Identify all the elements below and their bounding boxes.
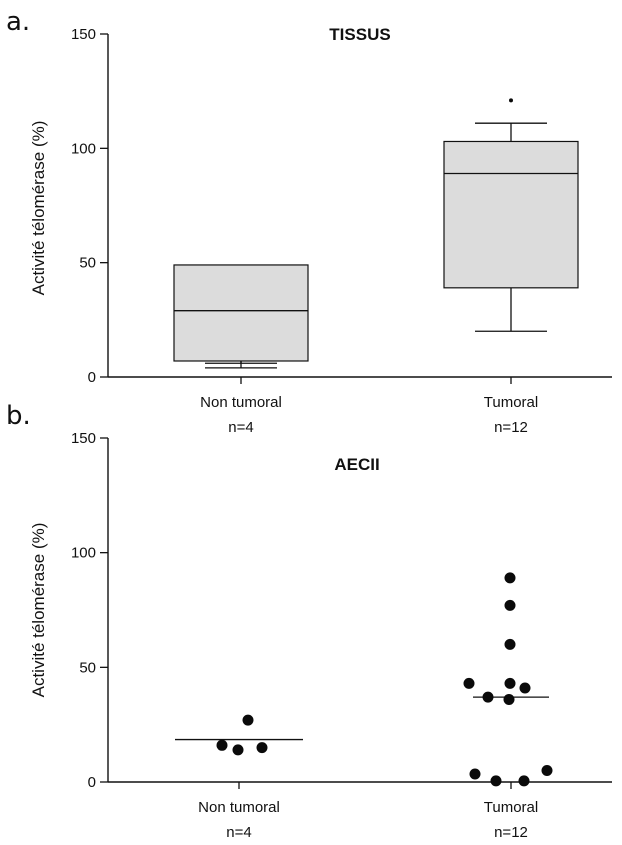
data-point xyxy=(519,682,531,694)
data-point xyxy=(541,765,553,777)
box-outlier-marker xyxy=(509,98,513,103)
data-point xyxy=(503,693,515,705)
panel-a-box-plot: a. TISSUS Activité télomérase (%) 0 50 100… xyxy=(6,7,612,436)
panel-a-y-axis-label: Activité télomérase (%) xyxy=(29,121,48,296)
panel-a-y-tick-label: 100 xyxy=(71,140,96,157)
panel-b-category-n-label: n=4 xyxy=(226,824,251,841)
panel-b-y-tick-label: 150 xyxy=(71,430,96,447)
panel-a-category-label: Non tumoral xyxy=(200,394,282,411)
data-point xyxy=(469,768,481,780)
data-point xyxy=(504,638,516,650)
panel-a-category-n-label: n=4 xyxy=(228,419,253,436)
panel-a-y-tick-label: 50 xyxy=(79,255,96,272)
panel-b-y-axis-label: Activité télomérase (%) xyxy=(29,523,48,698)
panel-b-y-tick-label: 50 xyxy=(79,659,96,676)
panel-b-y-tick-label: 0 xyxy=(88,774,96,791)
data-point xyxy=(504,572,516,584)
panel-b-y-tick-label: 100 xyxy=(71,545,96,562)
box-rect xyxy=(173,264,309,362)
panel-b-title: AECII xyxy=(334,455,379,474)
data-point xyxy=(463,677,475,689)
data-point xyxy=(216,739,228,751)
panel-a-category-n-label: n=12 xyxy=(494,419,528,436)
panel-b-dot-plot: b. AECII Activité télomérase (%) 0 50 100 1… xyxy=(6,401,612,841)
panel-b-category-n-label: n=12 xyxy=(494,824,528,841)
panel-a-letter: a. xyxy=(6,7,30,37)
data-point xyxy=(232,744,244,756)
panel-a-title: TISSUS xyxy=(329,25,390,44)
box-rect xyxy=(443,140,579,289)
data-point xyxy=(482,691,494,703)
data-point xyxy=(504,599,516,611)
data-point xyxy=(256,742,268,754)
data-point xyxy=(518,775,530,787)
panel-b-category-label: Non tumoral xyxy=(198,799,280,816)
panel-b-letter: b. xyxy=(6,401,31,431)
data-point xyxy=(504,677,516,689)
panel-a-category-label: Tumoral xyxy=(484,394,538,411)
panel-b-category-label: Tumoral xyxy=(484,799,538,816)
panel-a-y-tick-label: 150 xyxy=(71,26,96,43)
data-point xyxy=(242,714,254,726)
panel-a-y-tick-label: 0 xyxy=(88,369,96,386)
data-point xyxy=(490,775,502,787)
